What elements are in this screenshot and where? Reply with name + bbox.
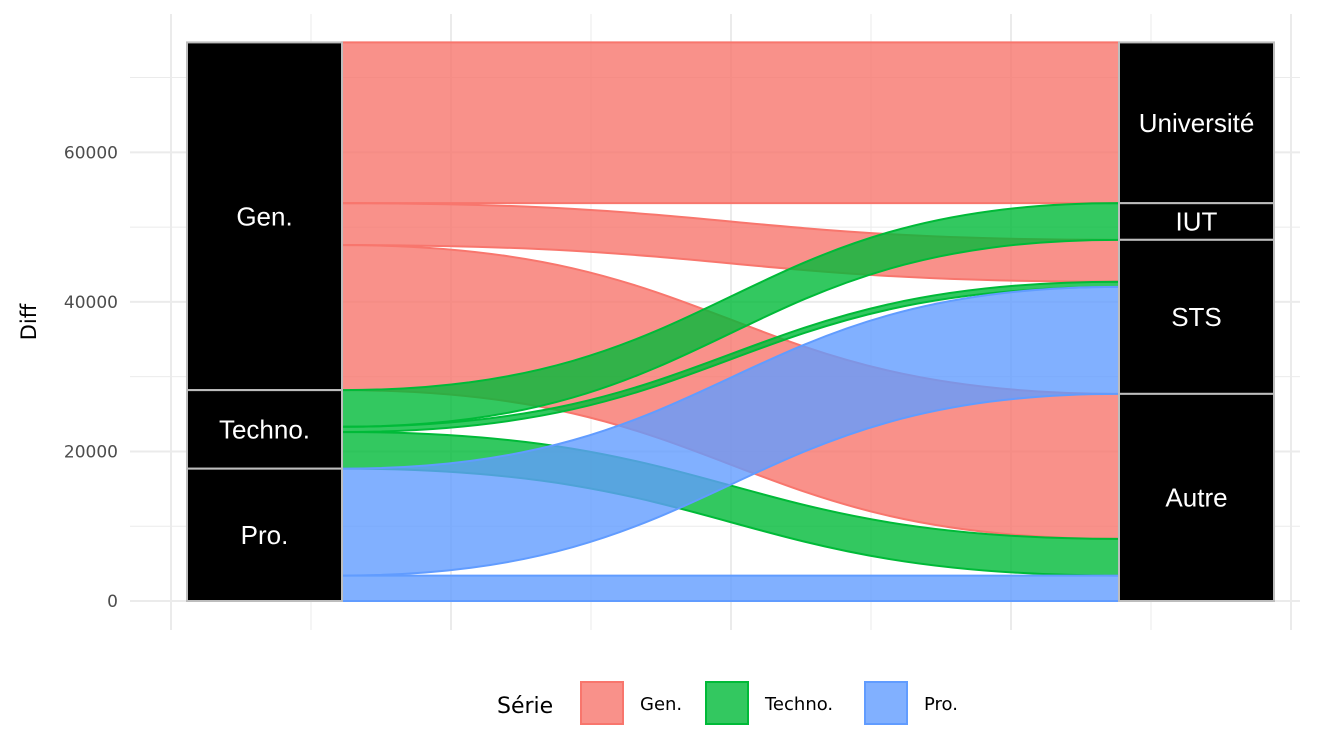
left-stratum-0 — [186, 41, 343, 392]
strata: Gen. Techno. Pro. Université IUT STS Autre — [186, 41, 1275, 602]
y-axis-title: Diff — [17, 303, 41, 340]
legend-key-pro — [864, 681, 908, 725]
flows — [341, 41, 1120, 603]
right-stratum-label: IUT — [1176, 207, 1218, 237]
right-stratum-label: Autre — [1165, 482, 1227, 512]
legend-label: Techno. — [764, 694, 833, 715]
y-tick-label: 40000 — [64, 293, 118, 313]
flow-pro-to-autre — [341, 574, 1120, 603]
left-stratum-2 — [186, 467, 343, 602]
y-axis: 0 20000 40000 60000 — [64, 143, 118, 612]
y-tick-label: 20000 — [64, 442, 118, 462]
right-stratum-1 — [1118, 202, 1275, 241]
legend-title: Série — [497, 694, 553, 719]
legend-key-gen — [580, 681, 624, 725]
legend-label: Gen. — [640, 694, 682, 715]
legend-key-techno — [705, 681, 749, 725]
left-stratum-1 — [186, 389, 343, 470]
y-tick-label: 60000 — [64, 143, 118, 163]
legend-label: Pro. — [924, 694, 958, 715]
right-stratum-3 — [1118, 392, 1275, 602]
left-stratum-label: Techno. — [219, 414, 310, 444]
right-stratum-label: STS — [1171, 302, 1222, 332]
flow-gen-to-universit — [341, 41, 1120, 205]
left-stratum-label: Pro. — [241, 520, 289, 550]
right-stratum-0 — [1118, 41, 1275, 205]
right-stratum-label: Université — [1139, 108, 1255, 138]
y-tick-label: 0 — [107, 592, 118, 612]
left-stratum-label: Gen. — [236, 201, 292, 231]
legend: Série Gen. Techno. Pro. — [497, 681, 958, 725]
right-stratum-2 — [1118, 238, 1275, 395]
